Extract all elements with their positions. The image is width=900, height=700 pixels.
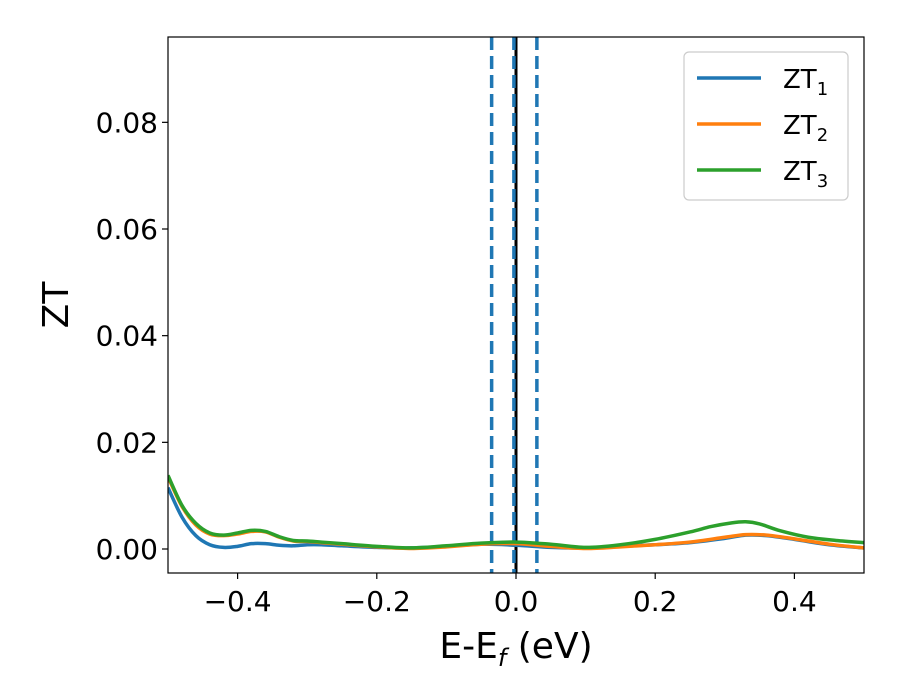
legend-label-zt3: ZT3: [783, 157, 828, 192]
x-axis-title: E-Ef (eV): [439, 626, 592, 672]
series-line-zt3: [168, 474, 864, 550]
y-axis-title: ZT: [36, 281, 77, 329]
x-axis-ticks: −0.4 −0.2 0.0 0.2 0.4: [204, 573, 817, 618]
x-axis-title-unit: (eV): [506, 626, 592, 667]
x-tick-label: 0.2: [633, 585, 678, 618]
legend: ZT1 ZT2 ZT3: [683, 51, 849, 201]
legend-label-zt1: ZT1: [783, 65, 828, 100]
y-tick-label: 0.06: [96, 213, 158, 246]
y-tick-label: 0.00: [96, 533, 158, 566]
x-tick-label: 0.4: [772, 585, 817, 618]
legend-box: [683, 51, 849, 201]
y-axis-ticks: 0.00 0.02 0.04 0.06 0.08: [96, 106, 168, 566]
x-tick-label: −0.4: [204, 585, 272, 618]
legend-label-zt2: ZT2: [783, 111, 828, 146]
x-tick-label: 0.0: [494, 585, 539, 618]
x-tick-label: −0.2: [343, 585, 411, 618]
x-axis-title-main: E-E: [439, 626, 497, 667]
y-tick-label: 0.08: [96, 106, 158, 139]
vertical-lines: [489, 37, 539, 573]
series-lines: [168, 474, 864, 551]
y-tick-label: 0.04: [96, 320, 158, 353]
y-tick-label: 0.02: [96, 426, 158, 459]
